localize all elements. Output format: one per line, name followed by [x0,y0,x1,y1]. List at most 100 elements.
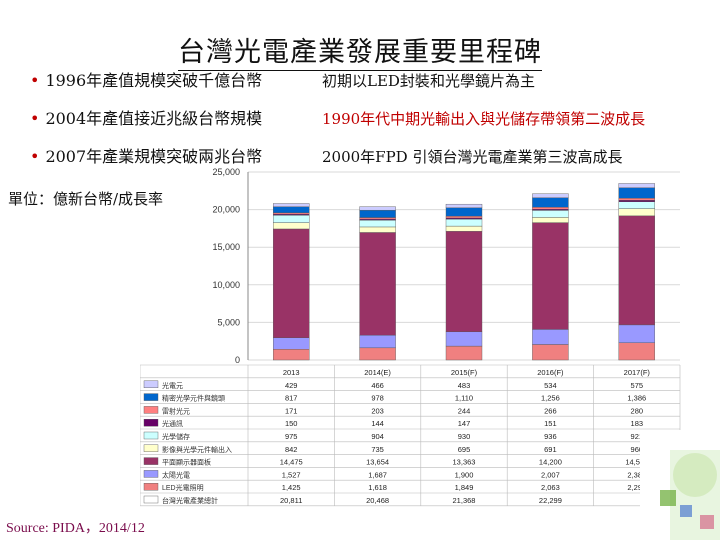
bar-segment [618,198,655,201]
bar-segment [532,207,569,210]
y-tick-label: 0 [235,355,240,365]
data-label: 466 [371,381,384,390]
legend-label: 光學儲存 [162,432,190,441]
bar-segment [445,203,483,209]
data-label: 534 [544,381,557,390]
bar-segment [532,217,569,223]
legend-swatch [143,495,159,504]
data-label: 921 [631,432,644,441]
legend-swatch [143,431,159,440]
data-label: 171 [285,406,298,415]
data-label: 1,527 [282,470,301,479]
bar-segment [272,215,310,223]
bar-segment [618,208,655,217]
data-label: 1,687 [368,470,387,479]
bar-segment [445,225,483,232]
legend-swatch [143,419,159,427]
legend-label: 台灣光電產業總計 [162,496,218,505]
data-label: 930 [458,432,471,441]
legend-label: 光通訊 [162,419,183,428]
data-label: 2,063 [541,483,560,492]
legend-label: 太陽光電 [162,470,190,479]
bullet-item: • 1996年產值規模突破千億台幣 [30,71,263,90]
data-label: 936 [544,432,557,441]
data-label: 1,618 [368,483,387,492]
x-tick-label: 2016(F) [537,368,564,377]
data-label: 1,900 [455,470,474,479]
bar-segment [445,331,483,347]
data-label: 22,299 [539,496,562,505]
legend-swatch [143,470,159,478]
data-label: 147 [458,419,471,428]
note-item: 初期以LED封裝和光學鏡片為主 [322,72,535,90]
note-item: 1990年代中期光輸出入與光儲存帶領第二波成長 [322,110,646,128]
data-label: 144 [371,419,384,428]
bar-segment [618,183,655,188]
bar-segment [359,226,396,233]
data-label: 429 [285,381,298,390]
legend-swatch [143,393,159,401]
data-label: 20,468 [366,496,389,505]
data-label: 960 [631,445,644,454]
unit-label: 單位：億新台幣/成長率 [8,190,164,208]
x-tick-label: 2015(F) [451,368,478,377]
bar-segment [445,231,483,333]
legend-label: LED光電照明 [162,483,204,492]
data-label: 280 [631,406,644,415]
bar-segment [532,222,569,330]
data-label: 904 [371,432,384,441]
data-label: 842 [285,445,298,454]
bar-segment [359,217,396,220]
legend-swatch [143,406,159,414]
bar-segment [359,232,396,336]
data-label: 735 [371,445,384,454]
data-label: 203 [371,406,384,415]
data-label: 14,200 [539,458,562,467]
data-label: 817 [285,394,298,403]
data-label: 183 [631,419,644,428]
data-label: 14,500 [625,458,648,467]
bar-segment [618,342,655,361]
page-title: 台灣光電產業發展重要里程碑 [0,30,720,71]
bar-segment [359,209,396,218]
bar-segment [445,215,483,219]
x-tick-label: 2014(E) [364,368,391,377]
data-label: 21,368 [453,496,476,505]
data-label: 150 [285,419,298,428]
bullet-item: • 2007年產業規模突破兩兆台幣 [30,147,263,166]
legend-label: 精密光學元件與鏡頭 [162,394,225,403]
legend-swatch [143,483,159,491]
bar-segment [532,344,569,361]
decorative-corner-graphic [640,430,720,540]
y-tick-label: 15,000 [212,242,240,252]
bar-segment [359,347,396,361]
data-label: 2,290 [627,483,646,492]
data-label: 151 [544,419,557,428]
data-label: 14,475 [280,458,303,467]
data-label: 483 [458,381,471,390]
bar-segment [618,215,655,326]
y-tick-label: 5,000 [217,317,240,327]
source-note: Source: PIDA，2014/12 [6,521,145,536]
bar-segment [272,349,310,361]
bar-segment [618,324,655,343]
data-label: 1,386 [627,394,646,403]
data-label: 13,363 [453,458,476,467]
bar-segment [272,228,310,339]
y-tick-label: 25,000 [212,167,240,177]
bar-segment [272,206,310,214]
stacked-bar-chart: 0 5,000 10,000 15,000 20,000 25,000 2013 2014(E… [140,167,681,507]
data-label: 1,425 [282,483,301,492]
x-tick-label: 2013 [283,368,300,377]
bar-segment [272,337,310,350]
data-label: 978 [371,394,384,403]
legend-label: 光電元 [162,381,183,390]
data-label: 244 [458,406,471,415]
legend-swatch [143,457,159,465]
data-label: 20,811 [280,496,302,505]
bar-segment [359,334,396,349]
note-item: 2000年FPD 引領台灣光電產業第三波高成長 [322,148,623,166]
milestone-notes: 初期以LED封裝和光學鏡片為主 1990年代中期光輸出入與光儲存帶領第二波成長 … [322,68,717,182]
bar-segment [618,201,655,209]
bar-segment [445,207,483,217]
